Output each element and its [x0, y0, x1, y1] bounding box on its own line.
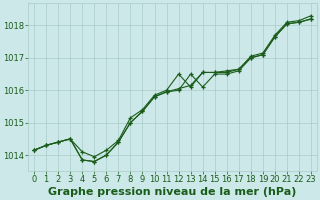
X-axis label: Graphe pression niveau de la mer (hPa): Graphe pression niveau de la mer (hPa): [48, 187, 297, 197]
